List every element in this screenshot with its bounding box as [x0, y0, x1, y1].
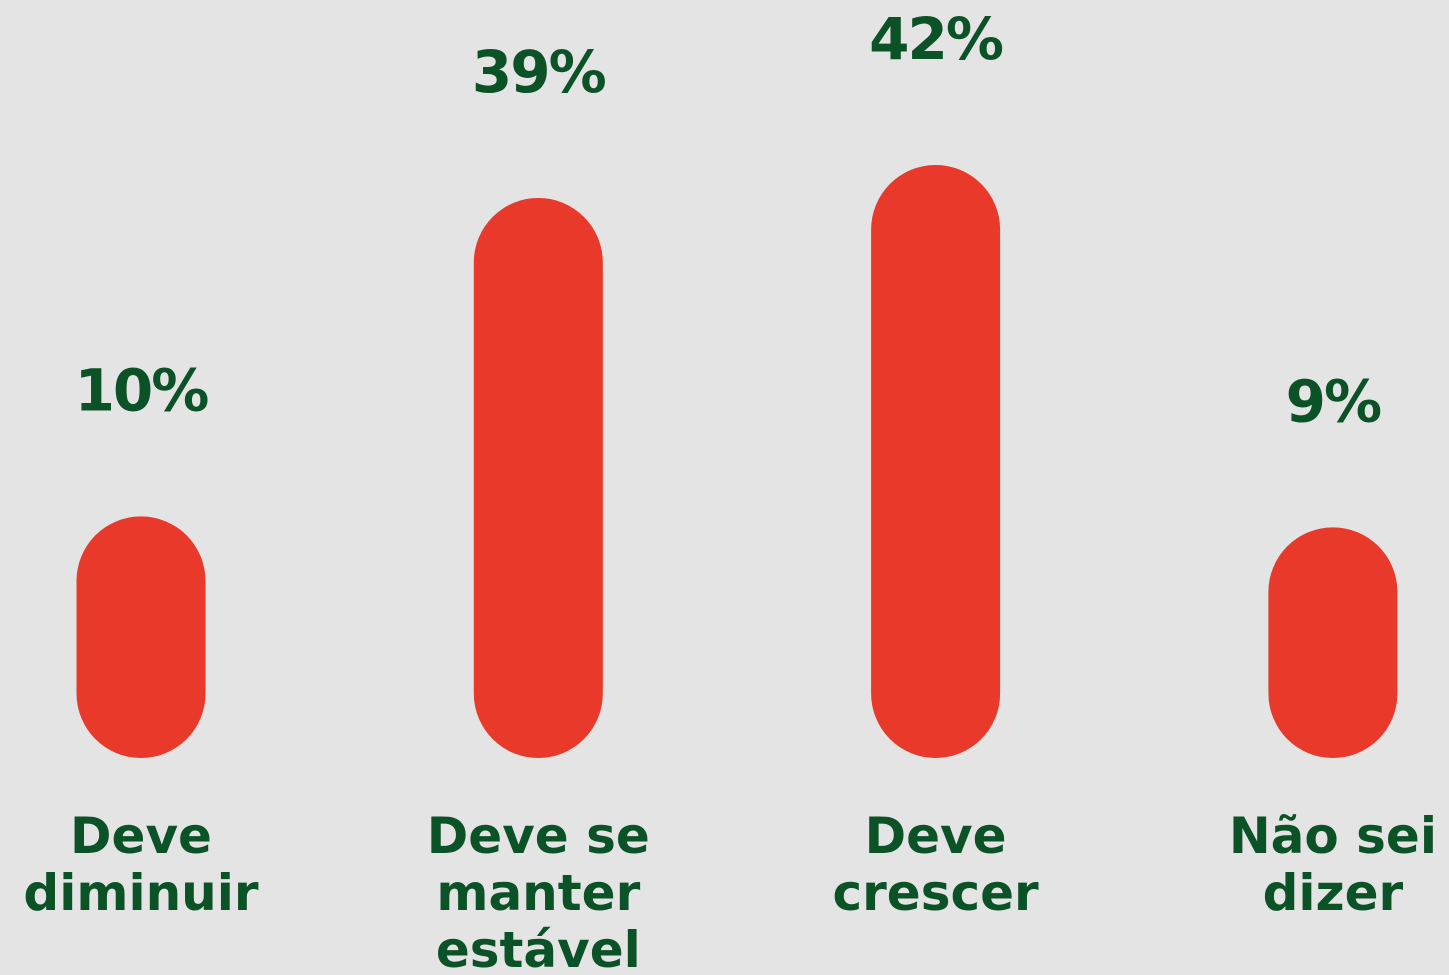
value-label: 9% [1286, 367, 1381, 435]
value-label: 39% [472, 38, 606, 106]
bar [871, 165, 1001, 758]
bar [76, 516, 206, 758]
category-label: Deve diminuir [23, 807, 259, 922]
bar [473, 197, 603, 758]
bar [1268, 527, 1398, 758]
category-label: Deve se manter estável [426, 807, 650, 975]
value-label: 10% [75, 357, 209, 425]
value-label: 42% [869, 5, 1003, 73]
category-label: Não sei dizer [1228, 807, 1437, 922]
category-label: Deve crescer [832, 807, 1039, 922]
